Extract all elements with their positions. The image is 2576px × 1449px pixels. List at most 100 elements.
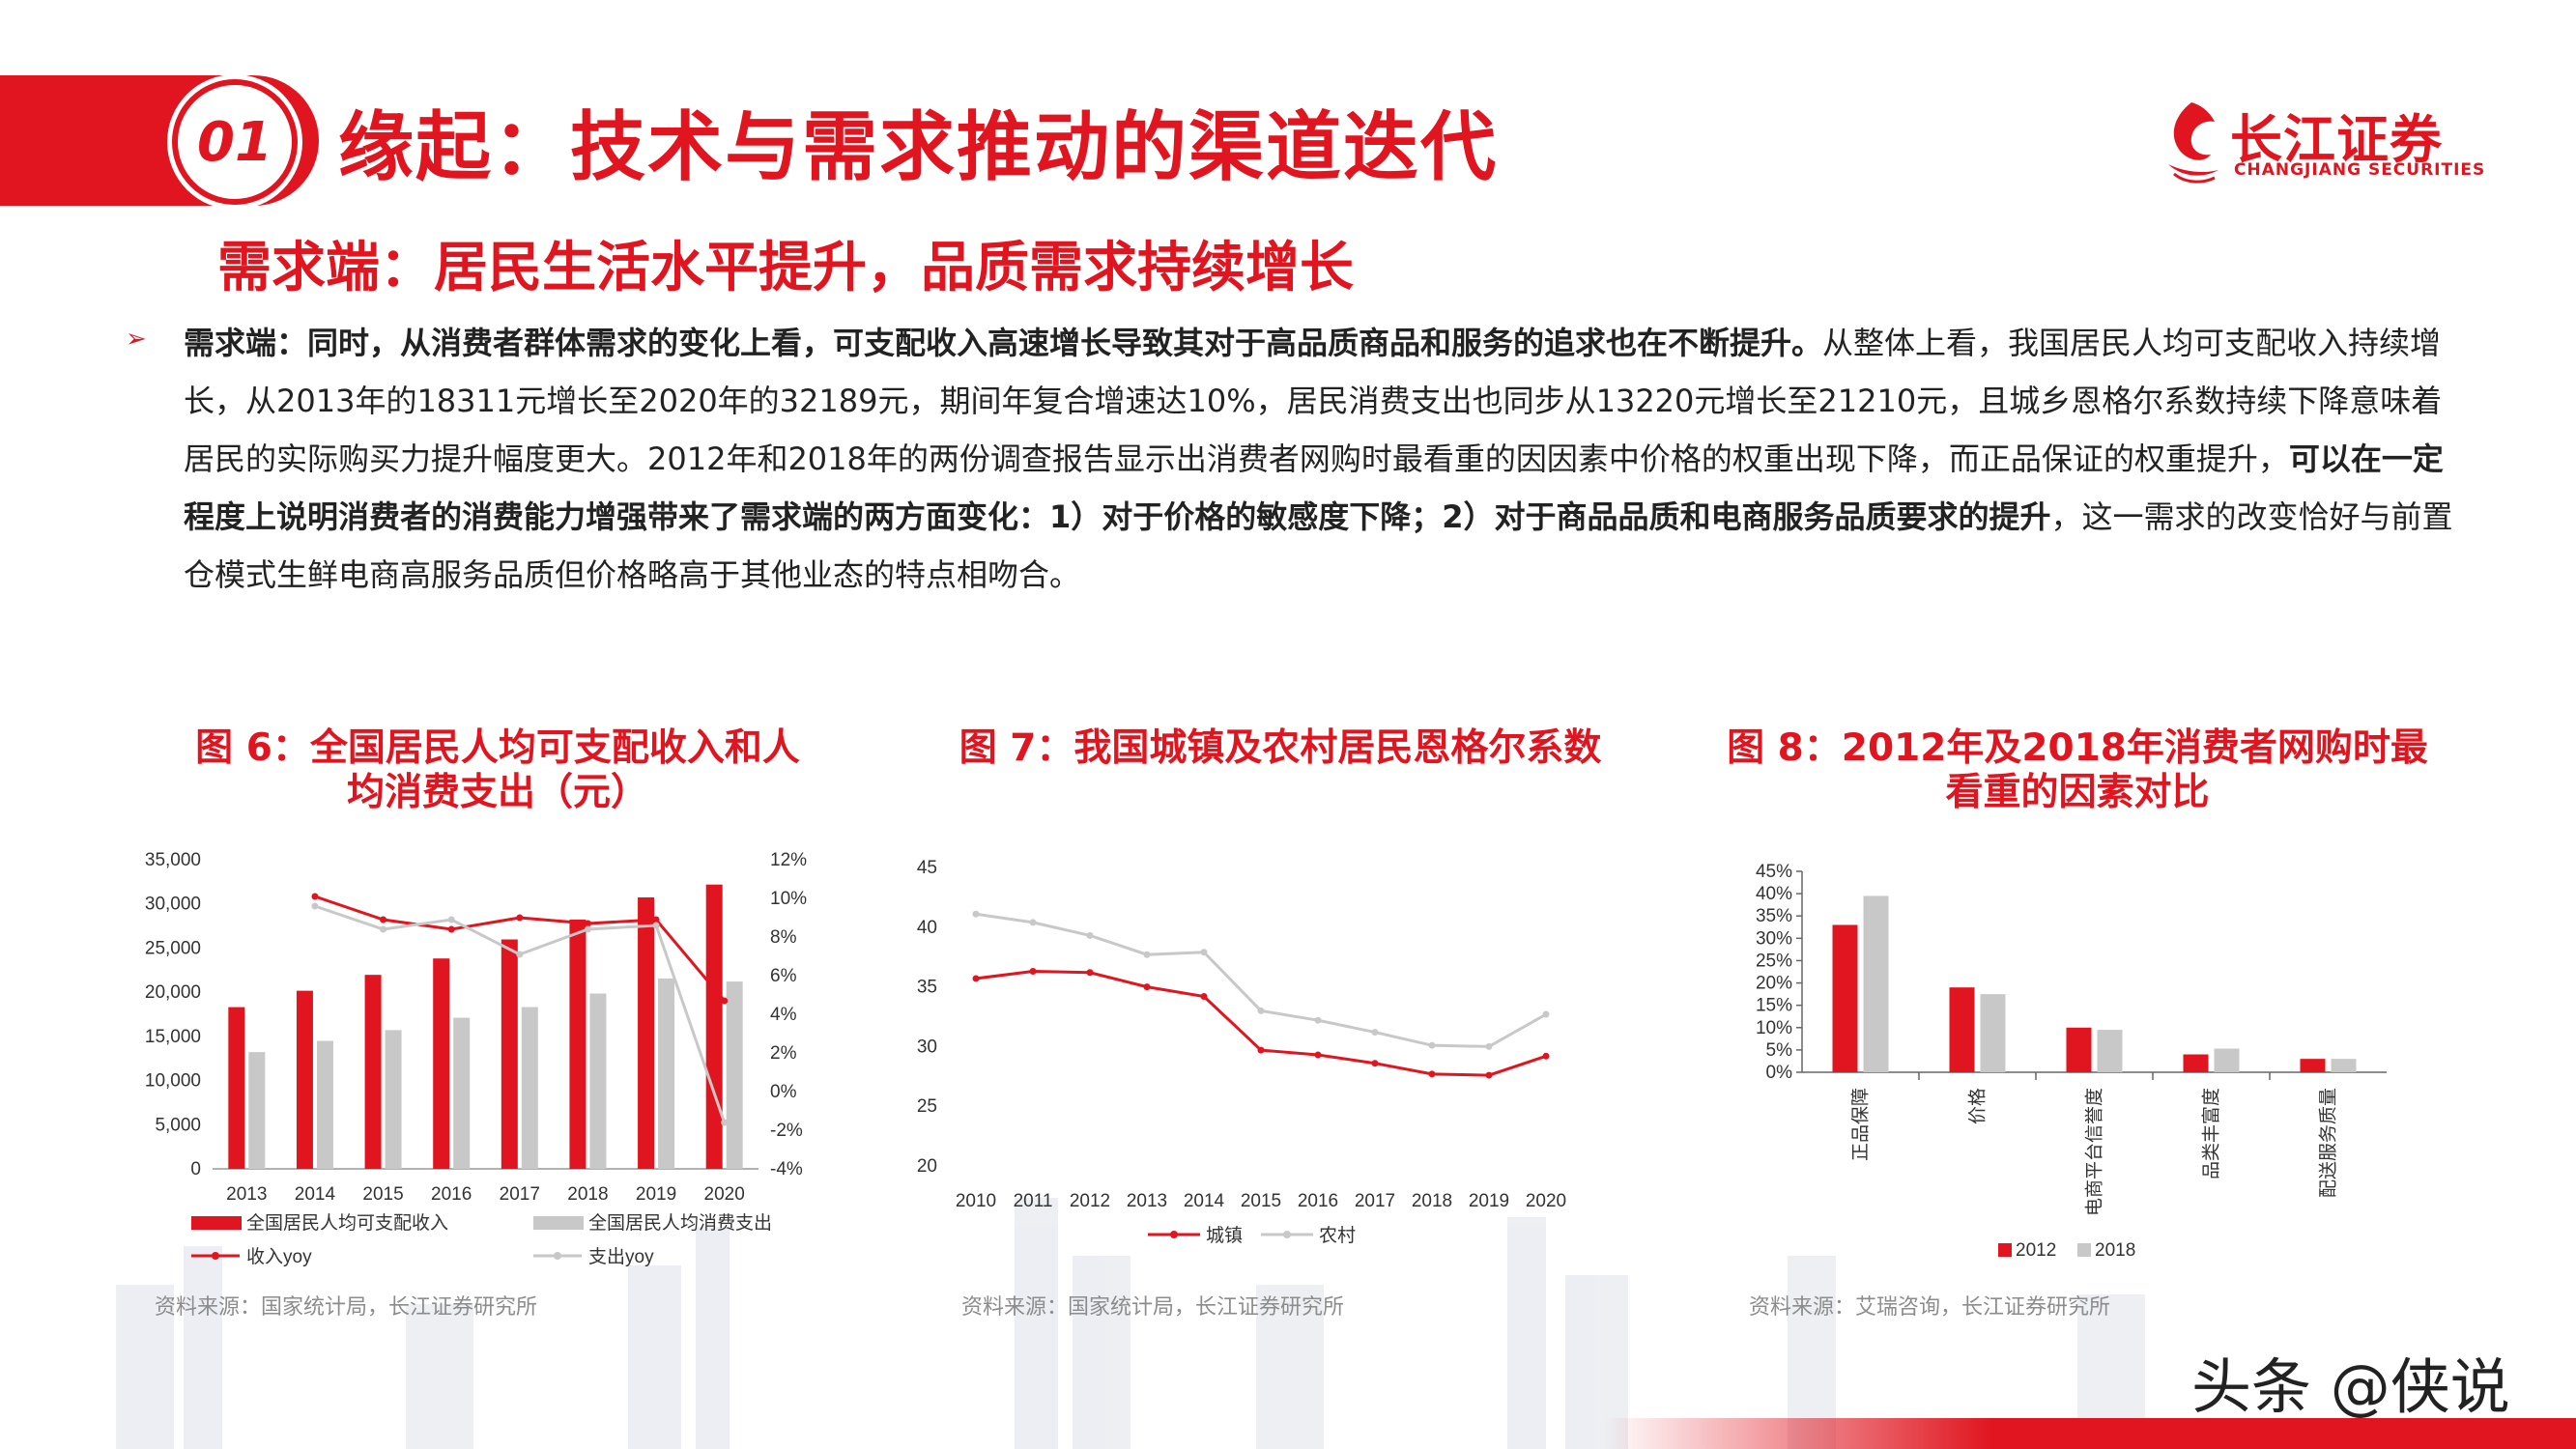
chart6-income-yoy-point <box>447 925 455 933</box>
body-text-2: ，这一需求的改变恰好与前置仓模式生鲜电商高服务品质但价格略高于其他业态的特点相吻… <box>184 498 2453 593</box>
chart7-urban-line <box>975 970 1547 1077</box>
chart6-left-tick-label: 0 <box>190 1159 201 1179</box>
section-subtitle: 需求端：居民生活水平提升，品质需求持续增长 <box>217 237 1354 299</box>
chart7-rural-point <box>1314 1016 1322 1024</box>
chart8-x-tick-label: 正品保障 <box>1850 1088 1872 1161</box>
chart7-y-tick-label: 30 <box>917 1037 937 1057</box>
chart8-y-tick-label: 35% <box>1756 906 1792 926</box>
bullet-arrow-icon: ➢ <box>126 325 147 354</box>
chart7-y-tick-label: 35 <box>917 978 937 998</box>
chart7-rural-point <box>1200 949 1208 956</box>
chart6-income-bar <box>364 975 382 1169</box>
chart8-source: 资料来源：艾瑞咨询，长江证券研究所 <box>1749 1295 2111 1320</box>
section-number-badge: 01 <box>172 79 298 205</box>
chart8-2012-bar <box>2066 1027 2092 1072</box>
chart7-x-tick-label: 2018 <box>1412 1191 1452 1211</box>
changjiang-logo-icon <box>2168 102 2218 184</box>
chart7-rural-point <box>1542 1010 1550 1018</box>
chart6-spending-yoy-point <box>447 916 455 923</box>
chart8-2018-bar <box>2214 1048 2240 1072</box>
chart8-legend-2012-swatch <box>1998 1243 2012 1257</box>
chart7-y-tick-label: 45 <box>917 858 937 878</box>
chart6-income-bar <box>705 884 723 1169</box>
chart7-rural-point <box>1086 931 1094 939</box>
chart6-left-tick-label: 20,000 <box>145 982 201 1003</box>
chart6-legend-spending-swatch <box>533 1216 584 1230</box>
chart6-spending-bar <box>521 1007 538 1169</box>
chart8-y-tick-label: 30% <box>1756 928 1792 949</box>
chart6-spending-yoy-point <box>584 925 591 933</box>
chart7-urban-point <box>1428 1070 1436 1078</box>
chart8-title: 图 8：2012年及2018年消费者网购时最看重的因素对比 <box>1727 726 2428 814</box>
chart8-y-tick-label: 45% <box>1756 862 1792 882</box>
chart6-legend-spending: 全国居民人均消费支出 <box>588 1212 772 1234</box>
chart7-x-tick-label: 2019 <box>1469 1191 1509 1211</box>
chart8-y-tick-label: 0% <box>1766 1063 1793 1083</box>
chart6-title: 图 6：全国居民人均可支配收入和人均消费支出（元） <box>195 726 800 814</box>
chart8-2012-bar <box>1949 987 1975 1072</box>
chart7-rural-point <box>1143 951 1151 958</box>
section-number: 01 <box>197 110 272 174</box>
chart8-y-tick-label: 5% <box>1766 1040 1793 1061</box>
chart6-left-tick-label: 5,000 <box>155 1115 201 1135</box>
chart7-x-tick-label: 2014 <box>1184 1191 1225 1211</box>
chart6-spending-bar <box>658 978 675 1169</box>
chart7-urban-point <box>972 975 980 982</box>
watermark-text: 头条 @侠说 <box>2191 1351 2510 1422</box>
chart6-spending-yoy-point <box>311 902 319 910</box>
chart6-left-tick-label: 35,000 <box>145 850 201 870</box>
body-bold-2: 可以在一定程度上说明消费者的消费能力增强带来了需求端的两方面变化：1）对于价格的… <box>184 440 2444 535</box>
chart8-2012-bar <box>1832 924 1858 1072</box>
chart7-title: 图 7：我国城镇及农村居民恩格尔系数 <box>959 726 1602 770</box>
body-bold-1: 需求端：同时，从消费者群体需求的变化上看，可支配收入高速增长导致其对于高品质商品… <box>184 325 1823 361</box>
chart6-spending-yoy-point <box>721 1119 729 1126</box>
chart8-2012-bar <box>2183 1054 2209 1072</box>
chart8-legend-2018: 2018 <box>2095 1240 2135 1261</box>
page-title: 缘起：技术与需求推动的渠道迭代 <box>338 104 1499 191</box>
chart7-urban-point <box>1542 1052 1550 1060</box>
chart7-x-tick-label: 2012 <box>1070 1191 1110 1211</box>
chart8-2018-bar <box>1863 895 1889 1072</box>
chart6-x-tick-label: 2015 <box>362 1184 403 1205</box>
chart8-y-tick-label: 15% <box>1756 996 1792 1016</box>
chart7-rural-point <box>1428 1041 1436 1049</box>
chart6-left-tick-label: 25,000 <box>145 938 201 958</box>
chart6-spending-yoy-point <box>516 951 524 958</box>
chart7-urban-point <box>1371 1060 1379 1067</box>
chart6-right-tick-label: 0% <box>770 1082 797 1102</box>
chart7-x-tick-label: 2016 <box>1298 1191 1338 1211</box>
chart6-x-tick-label: 2016 <box>431 1184 472 1205</box>
chart6-right-tick-label: -2% <box>770 1121 803 1141</box>
chart7-y-tick-label: 40 <box>917 918 937 938</box>
chart6-legend-spending-yoy: 支出yoy <box>588 1246 654 1267</box>
chart6-right-tick-label: 8% <box>770 927 797 948</box>
chart6-right-tick-label: 6% <box>770 966 797 986</box>
chart6-income-bar <box>638 897 655 1169</box>
chart8-x-tick-label: 品类丰富度 <box>2201 1088 2222 1179</box>
chart7-engel-coefficient: 20 25 30 35 40 45 2010 2011 2012 2013 2014 2015 2016… <box>917 858 1566 1246</box>
chart8-2018-bar <box>2097 1030 2123 1072</box>
chart7-urban-point <box>1200 992 1208 1000</box>
chart7-legend-urban: 城镇 <box>1206 1225 1243 1246</box>
chart6-right-tick-label: 12% <box>770 850 807 870</box>
chart6-spending-yoy-point <box>380 925 387 933</box>
footer-red-bar <box>1604 1418 2576 1449</box>
chart7-x-tick-label: 2017 <box>1355 1191 1395 1211</box>
chart7-legend-rural-marker <box>1283 1231 1291 1238</box>
chart7-urban-point <box>1485 1071 1493 1079</box>
chart7-y-tick-label: 20 <box>917 1156 937 1177</box>
chart6-right-tick-label: 4% <box>770 1005 797 1025</box>
chart6-spending-bar <box>453 1017 471 1169</box>
chart6-legend-income: 全国居民人均可支配收入 <box>246 1212 448 1234</box>
chart6-income-bar <box>228 1007 245 1169</box>
chart6-income-yoy-point <box>311 893 319 900</box>
body-paragraph: 需求端：同时，从消费者群体需求的变化上看，可支配收入高速增长导致其对于高品质商品… <box>184 314 2454 604</box>
chart7-x-tick-label: 2020 <box>1526 1191 1566 1211</box>
chart7-x-tick-label: 2011 <box>1014 1191 1053 1211</box>
chart8-x-tick-label: 价格 <box>1967 1088 1989 1124</box>
chart6-income-yoy-point <box>584 920 591 927</box>
chart7-x-tick-label: 2013 <box>1127 1191 1167 1211</box>
chart8-2018-bar <box>2331 1059 2357 1072</box>
chart8-shopping-factors: 0%5%10%15%20% 25%30%35%40%45% 正品保障 价格 电商平台信誉… <box>1756 862 2387 1261</box>
logo-text: 长江证券 <box>2230 109 2443 170</box>
